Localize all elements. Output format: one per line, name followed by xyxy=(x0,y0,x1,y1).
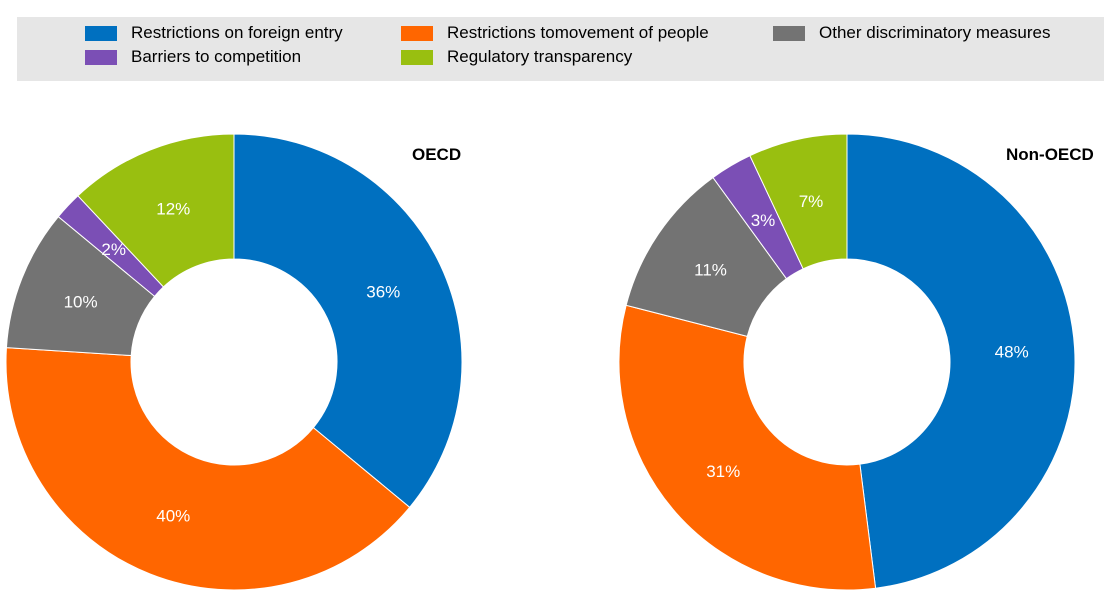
legend-label: Other discriminatory measures xyxy=(819,23,1051,42)
legend-item-movement-of-people: Restrictions tomovement of people xyxy=(401,22,709,44)
non-oecd-donut: 48% 31% 11% 3% 7% xyxy=(618,133,1076,591)
legend-item-other-discriminatory: Other discriminatory measures xyxy=(773,22,1050,44)
slice-restrictions-on-foreign-entry xyxy=(233,133,463,509)
legend-item-regulatory-transparency: Regulatory transparency xyxy=(401,46,632,68)
legend-label: Barriers to competition xyxy=(131,47,302,66)
slice-restrictions-on-foreign-entry xyxy=(846,133,1076,589)
slice-value-label: 2% xyxy=(101,240,126,259)
slice-value-label: 12% xyxy=(156,200,190,219)
slice-value-label: 3% xyxy=(751,211,776,230)
slice-restrictions-tomovement-of-people xyxy=(618,304,877,591)
slice-value-label: 11% xyxy=(694,260,727,279)
slice-value-label: 7% xyxy=(799,192,824,211)
slice-restrictions-tomovement-of-people xyxy=(5,347,411,591)
slice-value-label: 48% xyxy=(995,343,1029,362)
legend-swatch xyxy=(85,49,117,65)
legend-item-barriers-competition: Barriers to competition xyxy=(85,46,301,68)
oecd-title: OECD xyxy=(412,145,461,164)
slice-regulatory-transparency xyxy=(77,133,235,288)
legend-swatch xyxy=(401,25,433,41)
slice-value-label: 10% xyxy=(64,292,98,311)
legend-label: Restrictions tomovement of people xyxy=(447,23,709,42)
legend-item-foreign-entry: Restrictions on foreign entry xyxy=(85,22,343,44)
legend-label: Restrictions on foreign entry xyxy=(131,23,343,42)
oecd-donut: 36% 40% 10% 2% 12% xyxy=(5,133,463,591)
legend-swatch xyxy=(773,25,805,41)
legend-swatch xyxy=(401,49,433,65)
slice-regulatory-transparency xyxy=(749,133,848,270)
legend-label: Regulatory transparency xyxy=(447,47,633,66)
slice-value-label: 31% xyxy=(706,462,740,481)
slice-value-label: 40% xyxy=(156,506,190,525)
slice-value-label: 36% xyxy=(366,283,400,302)
legend-swatch xyxy=(85,25,117,41)
non-oecd-title: Non-OECD xyxy=(1006,145,1094,164)
chart-legend: Restrictions on foreign entry Restrictio… xyxy=(17,17,1104,81)
